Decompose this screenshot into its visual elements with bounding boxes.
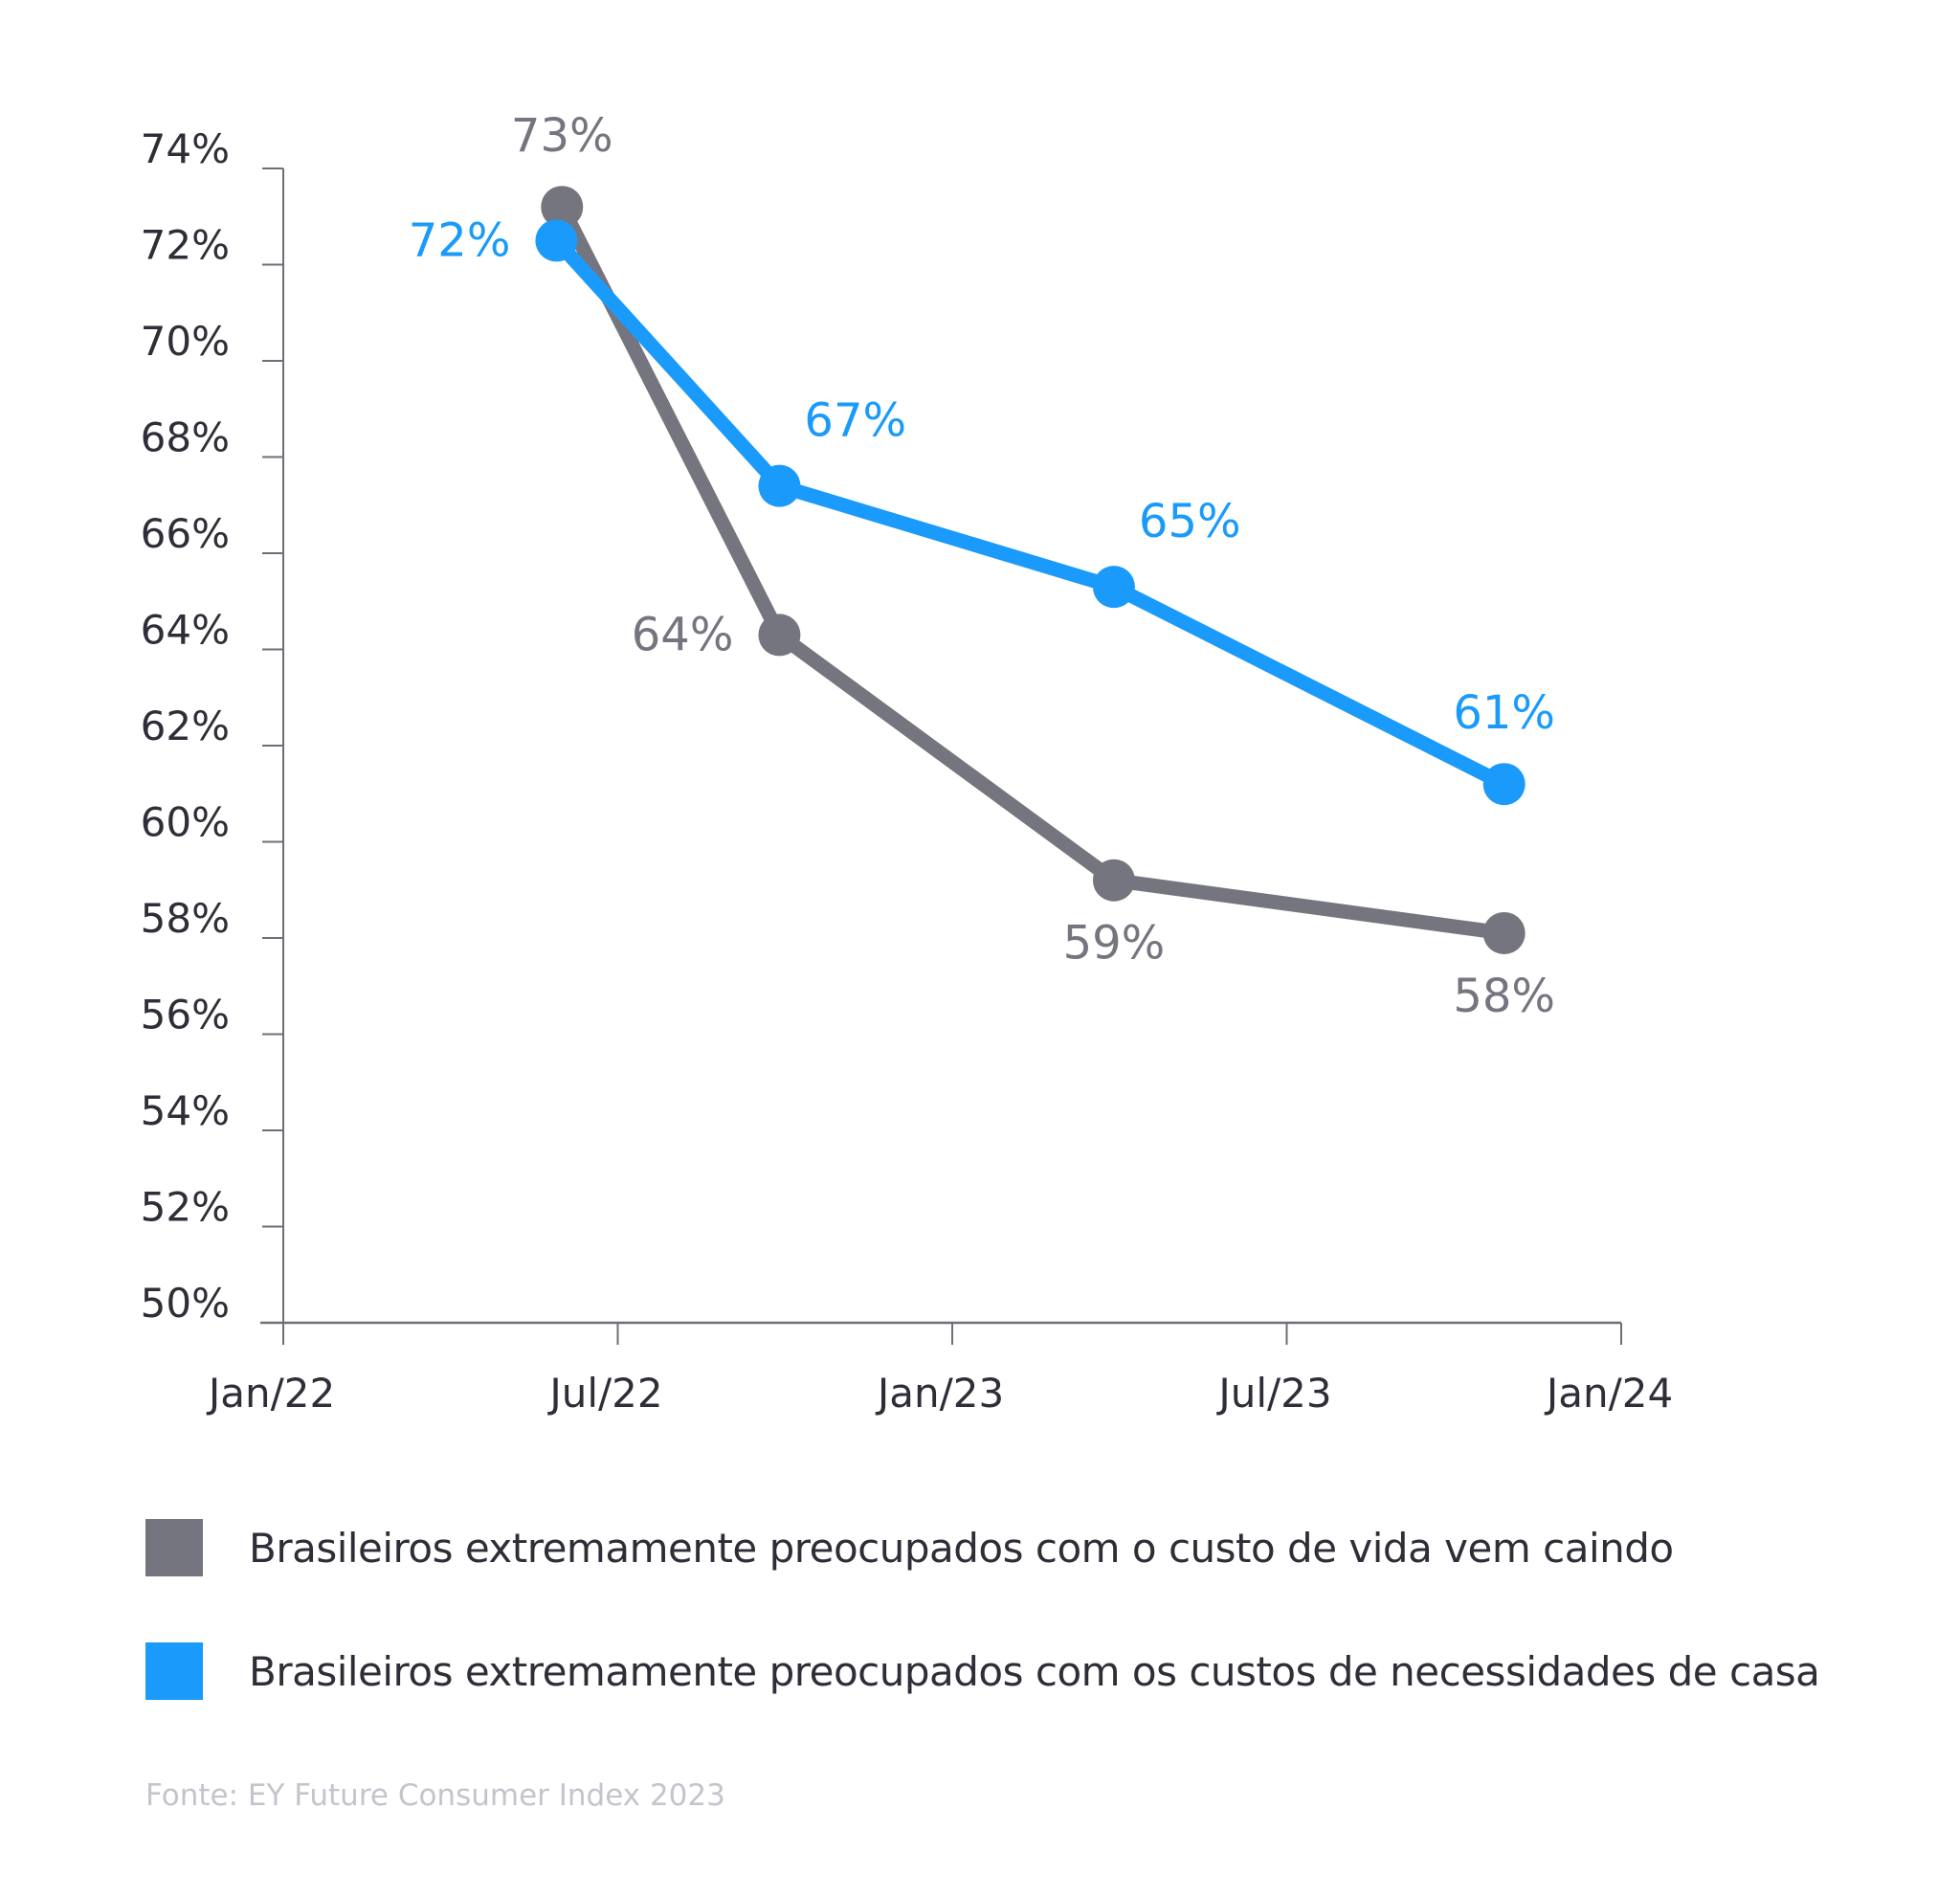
x-tick-label: Jul/23 <box>1215 1370 1331 1417</box>
data-label: 64% <box>632 608 734 661</box>
data-point <box>1092 566 1135 609</box>
data-point <box>758 464 801 507</box>
legend-label: Brasileiros extremamente preocupados com… <box>249 1524 1674 1572</box>
y-tick-label: 70% <box>141 318 230 365</box>
legend-swatch-blue <box>145 1642 203 1700</box>
x-tick-label: Jan/23 <box>875 1370 1004 1417</box>
data-label: 59% <box>1063 917 1166 971</box>
data-point <box>535 219 578 262</box>
data-label: 61% <box>1453 686 1555 740</box>
y-tick-label: 52% <box>141 1184 230 1231</box>
data-point <box>541 186 584 229</box>
y-tick-label: 62% <box>141 703 230 749</box>
y-tick-label: 56% <box>141 992 230 1038</box>
data-labels: 73% 64% 59% 58% 72% 67% 65% 61% <box>409 109 1555 1023</box>
y-tick-label: 58% <box>141 895 230 942</box>
legend-item-household-necessities: Brasileiros extremamente preocupados com… <box>145 1642 1820 1700</box>
data-label: 58% <box>1453 970 1555 1023</box>
x-tick-label: Jan/22 <box>206 1370 335 1417</box>
legend-swatch-gray <box>145 1519 203 1576</box>
series-line-0 <box>554 199 1512 941</box>
x-tick-label: Jul/22 <box>546 1370 662 1417</box>
y-tick-label: 72% <box>141 222 230 269</box>
data-label: 67% <box>804 394 906 448</box>
data-label: 72% <box>409 213 511 267</box>
y-tick-label: 54% <box>141 1087 230 1134</box>
data-point <box>1092 859 1135 902</box>
data-point <box>1482 763 1526 806</box>
y-tick-label: 64% <box>141 607 230 654</box>
x-tick-label: Jan/24 <box>1544 1370 1673 1417</box>
axes: 74% 72% 70% 68% 66% 64% 62% 60% 58% 56% 54% 52% 50% J… <box>141 125 1674 1417</box>
data-point <box>1482 911 1526 954</box>
y-tick-label: 50% <box>141 1280 230 1327</box>
data-label: 65% <box>1139 495 1241 548</box>
data-point <box>758 614 801 657</box>
source-note: Fonte: EY Future Consumer Index 2023 <box>145 1778 725 1813</box>
y-tick-label: 60% <box>141 799 230 846</box>
y-tick-label: 74% <box>141 125 230 172</box>
series-line-1 <box>548 233 1512 792</box>
legend-label: Brasileiros extremamente preocupados com… <box>249 1647 1820 1695</box>
series-layer <box>535 186 1526 954</box>
data-label: 73% <box>511 109 613 163</box>
y-tick-label: 66% <box>141 510 230 557</box>
legend-item-cost-of-living: Brasileiros extremamente preocupados com… <box>145 1519 1674 1576</box>
y-tick-label: 68% <box>141 414 230 461</box>
